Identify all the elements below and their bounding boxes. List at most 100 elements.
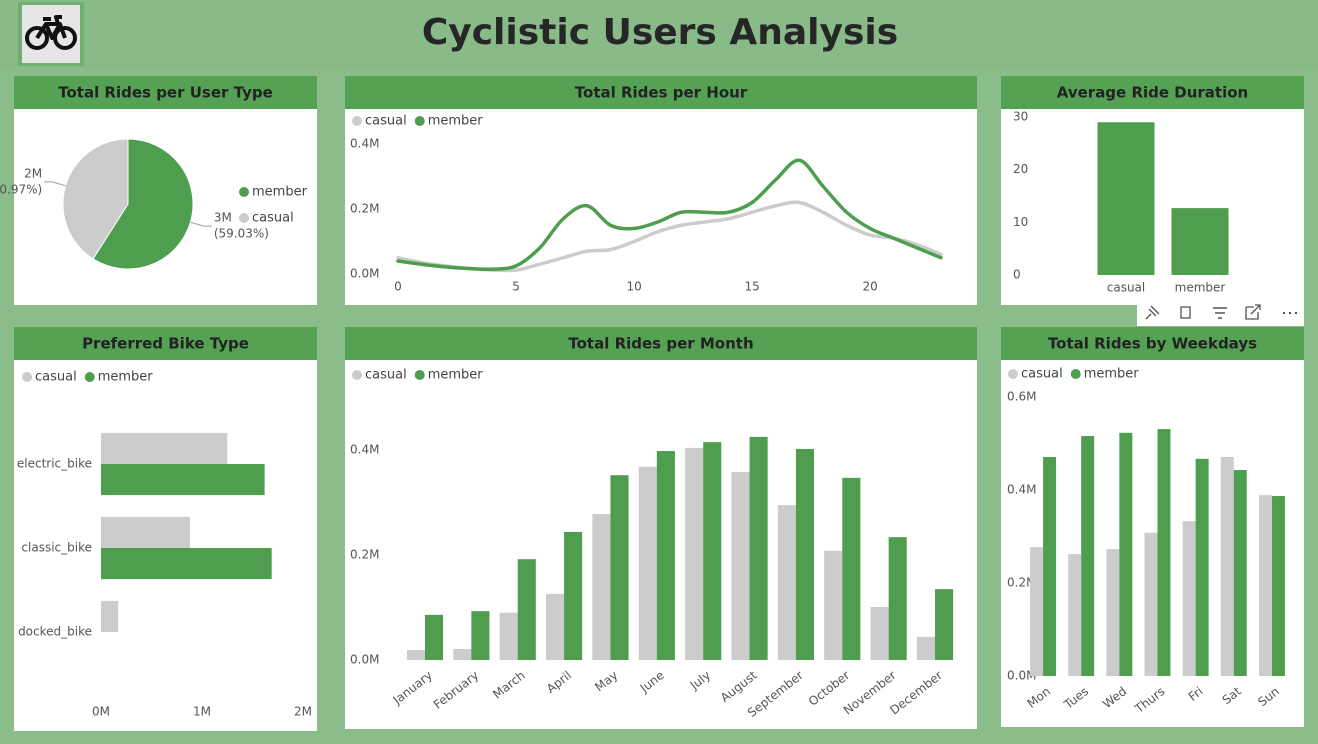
y-tick-label: 0.2M [350, 548, 379, 562]
bar [1119, 432, 1133, 676]
bar [471, 611, 490, 660]
pie-slice [92, 138, 194, 270]
y-tick-label: 0.2M [350, 202, 379, 216]
title-bar [0, 0, 1318, 68]
x-tick-label: 5 [512, 280, 520, 294]
bar [795, 448, 814, 660]
bar [749, 436, 768, 660]
bar [685, 447, 704, 660]
bar [1081, 436, 1095, 676]
y-tick-label: 0.4M [350, 443, 379, 457]
logo-wheel [53, 26, 77, 50]
dashboard-title: Cyclistic Users Analysis [422, 12, 898, 53]
bar [453, 648, 472, 660]
bar [546, 593, 565, 660]
bar [610, 475, 629, 660]
y-tick-label: classic_bike [21, 541, 92, 555]
panel-header [1001, 76, 1304, 109]
panel-title: Total Rides per Hour [575, 84, 748, 102]
bar [406, 650, 425, 660]
copy-icon[interactable] [1180, 306, 1191, 319]
bar [1182, 521, 1196, 676]
y-tick-label: 0.0M [1007, 669, 1036, 683]
x-tick-label: member [1175, 281, 1226, 295]
filter-icon[interactable] [1213, 307, 1227, 319]
legend-marker [84, 372, 95, 382]
bar [1030, 547, 1044, 676]
legend-label: casual [365, 114, 407, 129]
logo [18, 2, 84, 66]
bar [1068, 554, 1082, 676]
bar [564, 531, 583, 660]
y-tick-label: electric_bike [17, 457, 92, 471]
bar [1195, 458, 1209, 676]
legend-label: casual [1021, 367, 1063, 382]
legend-label: member [1084, 367, 1140, 382]
x-tick-label: 1M [193, 705, 211, 719]
y-tick-label: 0.6M [1007, 390, 1036, 404]
legend-marker [352, 370, 362, 380]
data-label: 2M [24, 166, 42, 180]
x-tick-label: Fri [1186, 684, 1206, 704]
data-label: 3M [214, 211, 232, 225]
panel-title: Total Rides by Weekdays [1048, 335, 1257, 353]
bar [1106, 549, 1120, 676]
bar [101, 432, 228, 464]
y-tick-label: 0.0M [350, 653, 379, 667]
bar [870, 606, 889, 660]
pie-slice [62, 138, 129, 260]
logo-wheel [25, 26, 49, 50]
y-tick-label: 0 [1013, 268, 1021, 282]
legend-marker [414, 370, 425, 380]
legend-label: member [98, 370, 154, 385]
bar [656, 451, 675, 660]
bar [101, 548, 272, 580]
bar [935, 589, 954, 660]
bar [424, 614, 444, 660]
legend-label: casual [35, 370, 77, 385]
legend-label: member [428, 114, 484, 129]
line-series [396, 158, 943, 272]
legend-label: member [428, 368, 484, 383]
bar [1144, 532, 1158, 676]
pin-icon[interactable] [1145, 305, 1160, 320]
bar [101, 600, 119, 632]
panel-header [345, 76, 977, 109]
bar [888, 537, 907, 660]
bar [1157, 429, 1171, 676]
legend-marker [352, 116, 362, 126]
x-tick-label: 0 [394, 280, 402, 294]
leader-line [44, 181, 66, 187]
panel-header [345, 327, 977, 360]
focus-icon[interactable] [1245, 304, 1261, 320]
bar [1271, 496, 1285, 676]
logo-frame-lines [35, 15, 67, 40]
bar [1220, 456, 1234, 676]
panel-header [14, 327, 317, 360]
panel [345, 76, 977, 305]
data-label: (40.97%) [0, 182, 42, 196]
legend-marker [1070, 369, 1081, 379]
bar [101, 516, 190, 548]
data-label: (59.03%) [214, 227, 269, 241]
leader-line [190, 221, 212, 227]
x-tick-label: 2M [294, 705, 312, 719]
y-tick-label: 10 [1013, 215, 1028, 229]
y-tick-label: 0.4M [1007, 483, 1036, 497]
bar [517, 559, 536, 660]
y-tick-label: 20 [1013, 162, 1028, 176]
panel-title: Total Rides per User Type [58, 84, 273, 102]
x-tick-label: 20 [863, 280, 878, 294]
x-tick-label: 15 [744, 280, 759, 294]
bar [1233, 470, 1247, 676]
y-tick-label: 30 [1013, 110, 1028, 124]
y-tick-label: 0.2M [1007, 576, 1036, 590]
bar [101, 464, 265, 496]
bar [842, 477, 861, 660]
bar [916, 636, 936, 660]
y-tick-label: docked_bike [18, 625, 92, 639]
panel-title: Total Rides per Month [568, 335, 753, 353]
y-tick-label: 0.4M [350, 137, 379, 151]
legend-marker [239, 213, 249, 223]
